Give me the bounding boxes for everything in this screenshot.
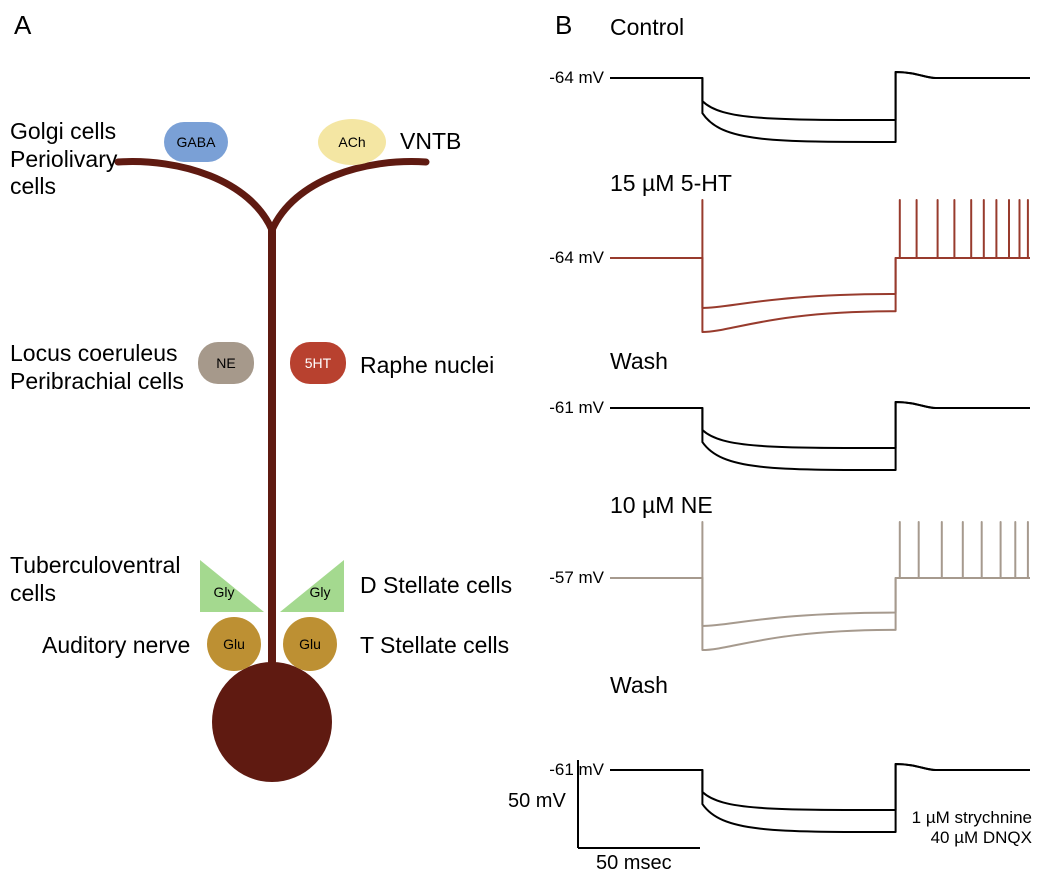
- mv-label-wash2: -61 mV: [542, 760, 604, 780]
- trace-title-control: Control: [610, 14, 684, 41]
- trace-title-5ht: 15 µM 5-HT: [610, 170, 732, 197]
- trace-title-wash1: Wash: [610, 348, 668, 375]
- drug-label-1: 1 µM strychnine: [912, 808, 1032, 828]
- mv-label-wash1: -61 mV: [542, 398, 604, 418]
- mv-label-5ht: -64 mV: [542, 248, 604, 268]
- panel-b-svg: [0, 0, 1050, 882]
- figure-root: A B GABAGolgi cells Periolivary cellsACh…: [0, 0, 1050, 882]
- trace-title-wash2: Wash: [610, 672, 668, 699]
- scalebar-v-label: 50 mV: [508, 790, 566, 813]
- trace-title-ne: 10 µM NE: [610, 492, 713, 519]
- drug-label-2: 40 µM DNQX: [931, 828, 1032, 848]
- mv-label-control: -64 mV: [542, 68, 604, 88]
- mv-label-ne: -57 mV: [542, 568, 604, 588]
- scalebar-h-label: 50 msec: [596, 852, 672, 875]
